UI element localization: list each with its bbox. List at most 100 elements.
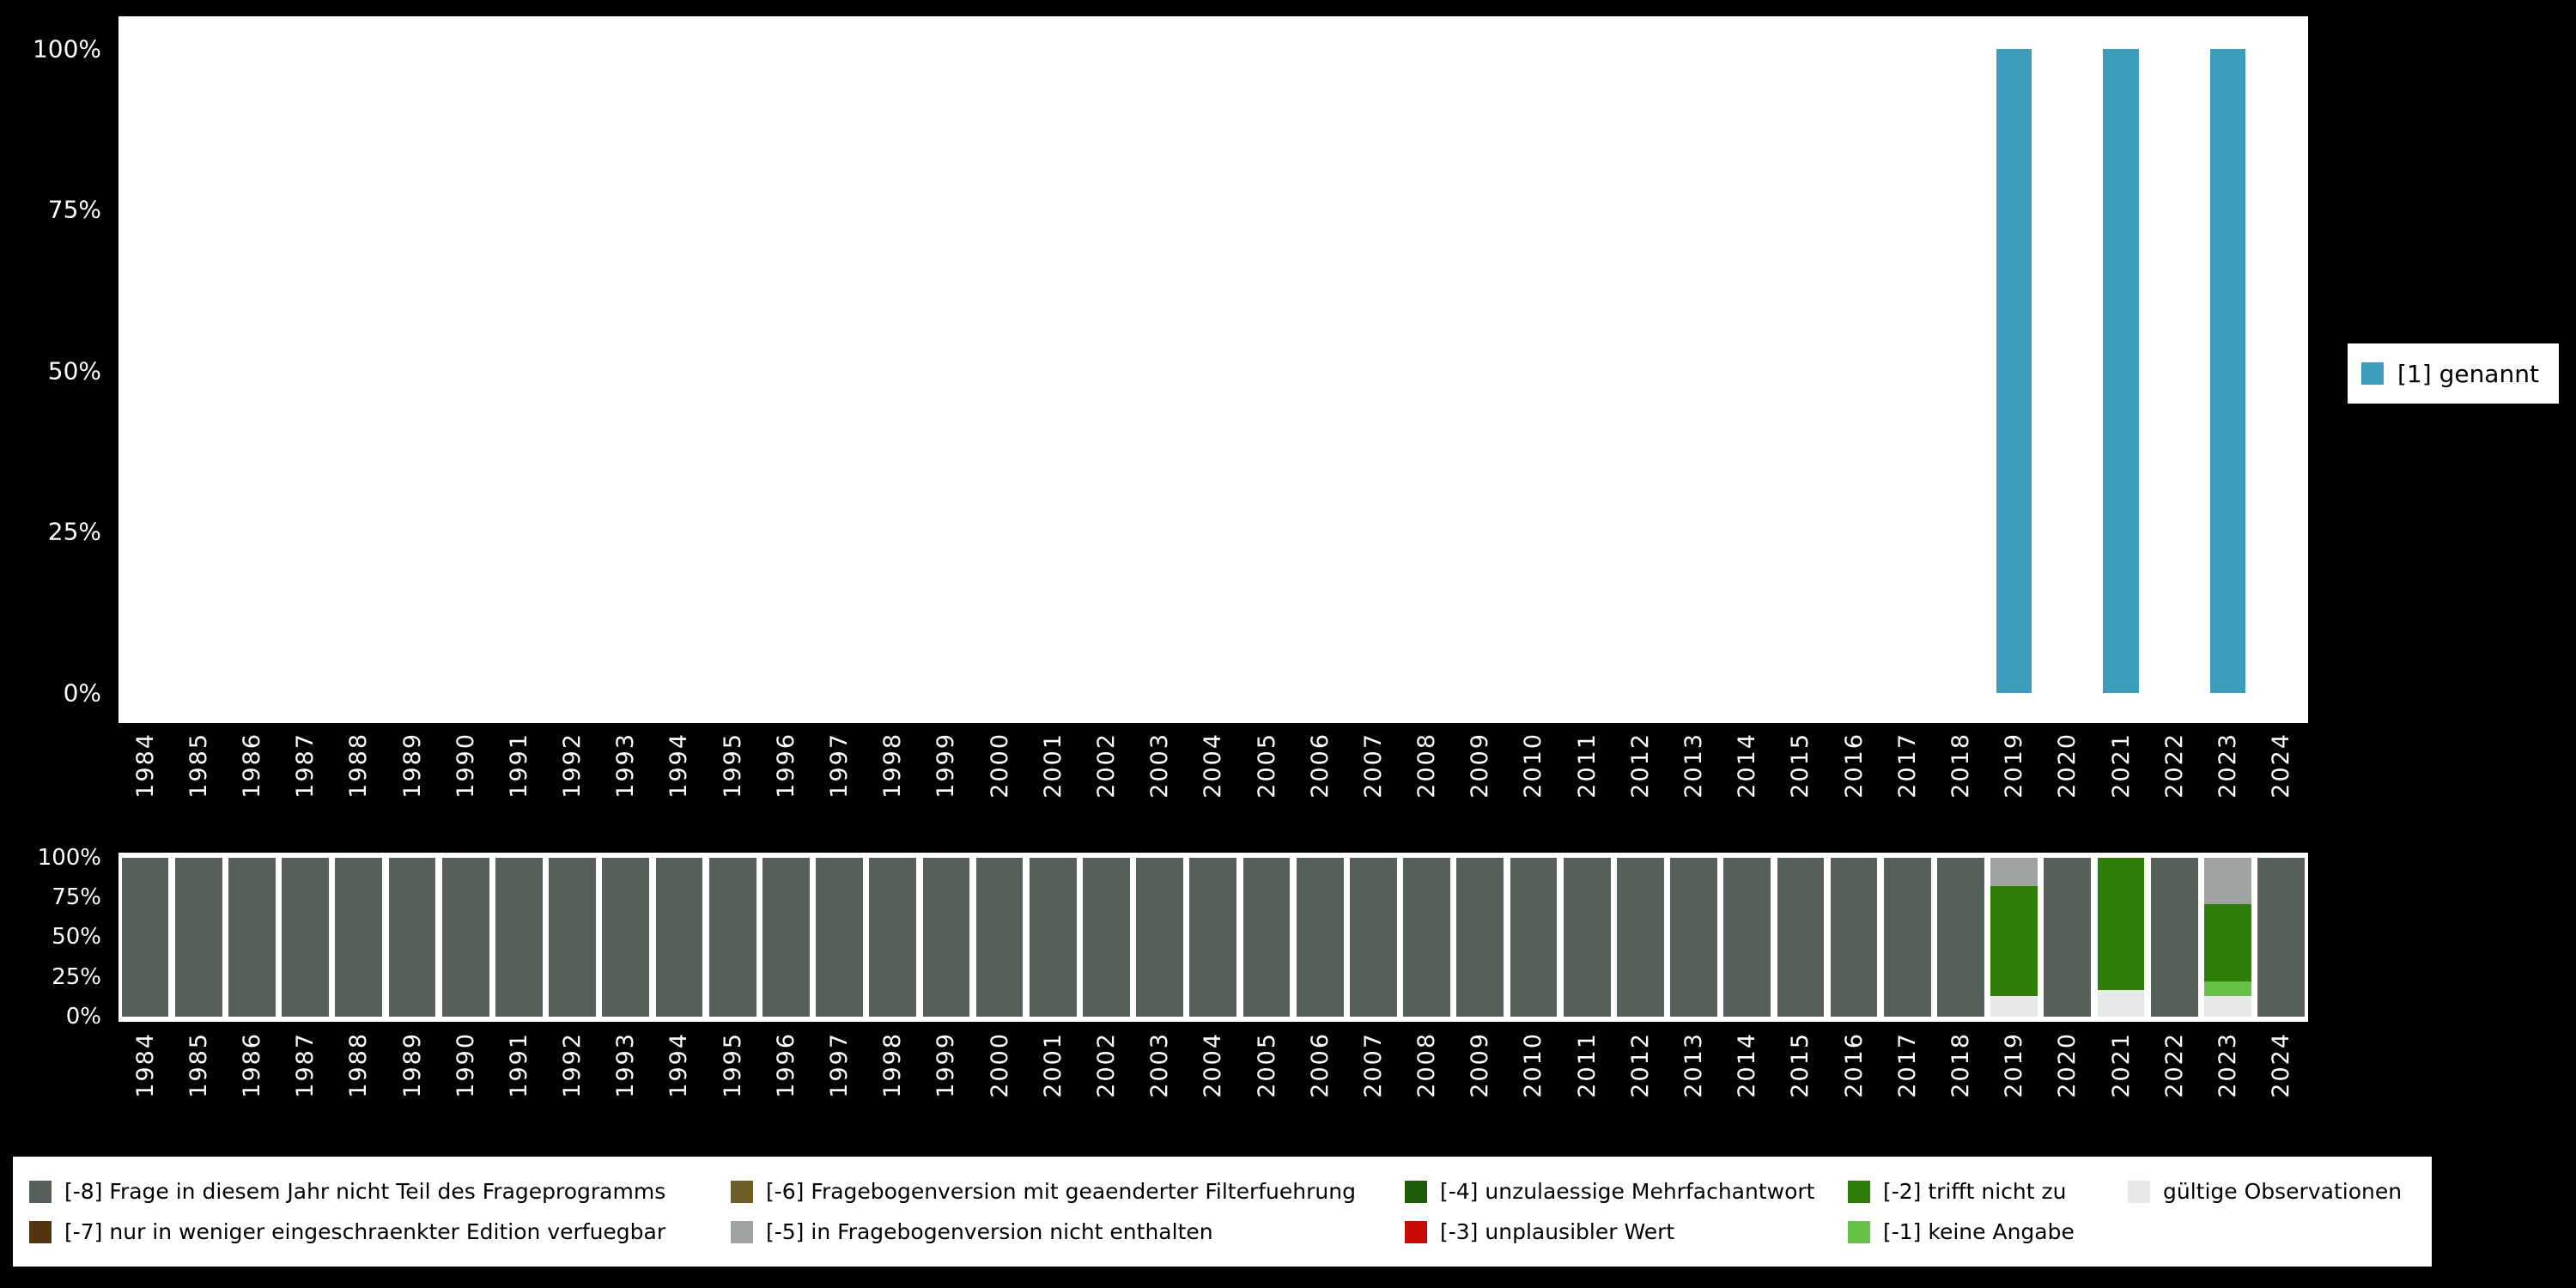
x-axis-label-cell: 2015 — [1774, 1032, 1827, 1118]
stacked-bar-2010 — [1510, 858, 1558, 1017]
x-axis-label-cell: 1987 — [279, 1032, 332, 1118]
x-axis-label-cell: 2000 — [973, 1032, 1026, 1118]
x-axis-label: 1993 — [612, 732, 640, 799]
bottom-chart-x-axis-labels: 1984 1985 1986 1987 1988 1989 1990 1991 1992 1993… — [118, 1032, 2308, 1118]
segment--8 — [816, 858, 863, 1017]
x-axis-label-cell: 2003 — [1133, 1032, 1187, 1118]
top-chart-x-axis-labels: 1984 1985 1986 1987 1988 1989 1990 1991 1992 1993… — [118, 732, 2308, 818]
x-axis-label: 1986 — [238, 1032, 265, 1098]
x-axis-label-cell: 2023 — [2201, 732, 2254, 818]
stack-slot-2007 — [1346, 858, 1400, 1017]
stack-slot-1989 — [386, 858, 439, 1017]
stack-slot-1994 — [653, 858, 706, 1017]
bar-slot-1994 — [653, 49, 706, 693]
segment--8 — [708, 858, 756, 1017]
x-axis-label-cell: 2001 — [1026, 1032, 1079, 1118]
x-axis-label-cell: 2013 — [1667, 732, 1720, 818]
bar-slot-1995 — [706, 49, 759, 693]
stacked-bar-2001 — [1029, 858, 1077, 1017]
segment--8 — [121, 858, 169, 1017]
stacked-bar-1998 — [869, 858, 917, 1017]
x-axis-label-cell: 1991 — [492, 1032, 545, 1118]
x-axis-label-cell: 2011 — [1560, 732, 1613, 818]
x-axis-label-cell: 2003 — [1133, 732, 1187, 818]
stacked-bar-1992 — [549, 858, 596, 1017]
x-axis-label-cell: 1996 — [759, 1032, 812, 1118]
x-axis-label: 1989 — [398, 732, 426, 799]
x-axis-label-cell: 2001 — [1026, 732, 1079, 818]
stack-slot-2018 — [1934, 858, 1987, 1017]
stacked-bar-1994 — [655, 858, 703, 1017]
x-axis-label-cell: 2023 — [2201, 1032, 2254, 1118]
x-axis-label-cell: 1985 — [172, 732, 225, 818]
y-tick-label: 75% — [47, 195, 101, 224]
y-tick-label: 0% — [65, 1004, 101, 1030]
legend-item-label: gültige Observationen — [2163, 1179, 2403, 1204]
bar-slot-2004 — [1187, 49, 1240, 693]
segment--8 — [1670, 858, 1717, 1017]
bar-slot-1984 — [118, 49, 172, 693]
top-plot-area — [118, 16, 2308, 723]
bar-slot-2006 — [1293, 49, 1346, 693]
legend-item-label: [-4] unzulaessige Mehrfachantwort — [1440, 1179, 1815, 1204]
y-tick-label: 0% — [63, 678, 101, 708]
segment--8 — [549, 858, 596, 1017]
stacked-bar-2014 — [1723, 858, 1771, 1017]
stack-slot-2014 — [1721, 858, 1774, 1017]
x-axis-label: 2009 — [1467, 732, 1494, 799]
x-axis-label-cell: 1996 — [759, 732, 812, 818]
x-axis-label: 1990 — [452, 732, 479, 799]
x-axis-label-cell: 1999 — [920, 1032, 973, 1118]
x-axis-label-cell: 2015 — [1774, 732, 1827, 818]
stack-slot-2005 — [1240, 858, 1293, 1017]
x-axis-label: 2011 — [1573, 732, 1601, 799]
x-axis-label-cell: 2022 — [2148, 732, 2201, 818]
segment--8 — [869, 858, 917, 1017]
segment--8 — [1350, 858, 1397, 1017]
x-axis-label: 2000 — [986, 1032, 1013, 1098]
bar-slot-2019 — [1988, 49, 2041, 693]
x-axis-label-cell: 1984 — [118, 1032, 172, 1118]
stacked-bar-1985 — [174, 858, 222, 1017]
bar-slot-2016 — [1827, 49, 1880, 693]
stacked-bar-2019 — [1990, 858, 2038, 1017]
stacked-bar-2005 — [1242, 858, 1291, 1017]
x-axis-label: 1991 — [505, 1032, 532, 1098]
x-axis-label: 2004 — [1200, 732, 1227, 799]
x-axis-label: 2010 — [1520, 732, 1547, 799]
x-axis-label-cell: 2005 — [1240, 732, 1293, 818]
x-axis-label-cell: 2024 — [2255, 1032, 2308, 1118]
segment-valid — [2097, 989, 2145, 1017]
x-axis-label-cell: 2016 — [1827, 732, 1880, 818]
x-axis-label: 1997 — [826, 732, 854, 799]
stacked-bar-1987 — [282, 858, 330, 1017]
bar-slot-1999 — [920, 49, 973, 693]
legend-item-valid: gültige Observationen — [2128, 1179, 2432, 1204]
bar-slot-2010 — [1507, 49, 1560, 693]
x-axis-label: 1985 — [185, 732, 212, 799]
stacked-bar-2021 — [2097, 858, 2145, 1017]
bar-2023 — [2209, 49, 2246, 693]
x-axis-label: 2016 — [1840, 1032, 1868, 1098]
stacked-bar-2012 — [1616, 858, 1664, 1017]
x-axis-label-cell: 1994 — [653, 1032, 706, 1118]
x-axis-label-cell: 2010 — [1507, 1032, 1560, 1118]
bar-slot-2008 — [1400, 49, 1454, 693]
stacked-bar-2022 — [2150, 858, 2198, 1017]
bar-slot-2014 — [1721, 49, 1774, 693]
legend-swatch-neg1 — [1848, 1220, 1870, 1243]
x-axis-label: 2022 — [2160, 1032, 2188, 1098]
legend-label-genannt: [1] genannt — [2397, 359, 2539, 388]
legend-swatch-neg4 — [1405, 1180, 1427, 1203]
x-axis-label: 2007 — [1359, 732, 1387, 799]
x-axis-label: 2024 — [2268, 732, 2295, 799]
segment--8 — [1616, 858, 1664, 1017]
bar-slot-2020 — [2041, 49, 2094, 693]
x-axis-label: 1999 — [933, 1032, 960, 1098]
x-axis-label-cell: 2002 — [1079, 1032, 1133, 1118]
bar-slot-2005 — [1240, 49, 1293, 693]
legend-item-neg7: [-7] nur in weniger eingeschraenkter Edi… — [29, 1219, 731, 1244]
stack-slot-1999 — [920, 858, 973, 1017]
x-axis-label: 1996 — [772, 1032, 799, 1098]
segment--8 — [602, 858, 650, 1017]
